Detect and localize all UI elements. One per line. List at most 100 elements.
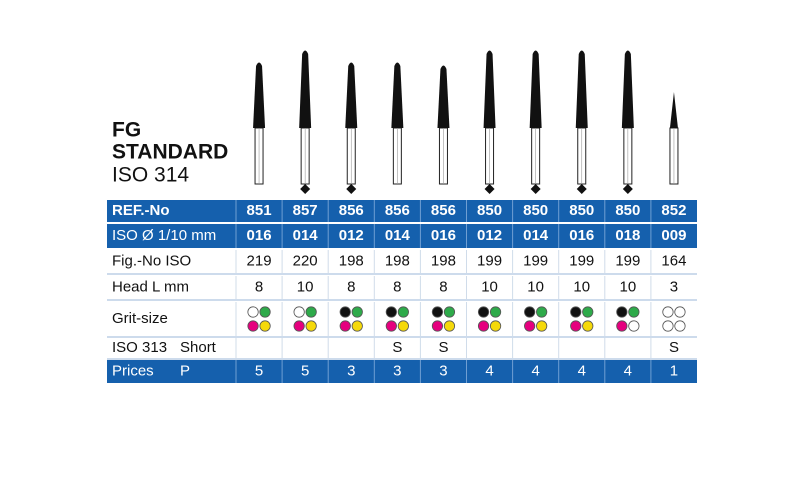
cell: 199: [477, 252, 502, 269]
title-line: FG: [112, 119, 141, 142]
grit-dot: [431, 306, 444, 318]
cell: 8: [393, 278, 401, 295]
grit-dot: [443, 306, 456, 318]
grit-dot: [674, 306, 686, 318]
title-line: ISO 314: [112, 164, 189, 187]
row-label: Fig.-No ISO: [112, 252, 191, 269]
grit-dot: [305, 306, 317, 318]
grit-dot: [662, 320, 674, 332]
marker-diamond: [530, 184, 541, 194]
cell: 10: [620, 278, 637, 295]
cell: 009: [661, 227, 686, 244]
grit-dot: [259, 320, 271, 332]
cell: 016: [569, 227, 594, 244]
bur-head: [437, 65, 450, 128]
row-band: [107, 360, 697, 383]
bur-head: [299, 50, 312, 128]
grit-dot: [489, 306, 502, 318]
cell: 199: [615, 252, 640, 269]
cell: 164: [661, 252, 686, 269]
grit-dot: [524, 306, 536, 318]
cell: 3: [439, 362, 447, 379]
cell: 8: [439, 278, 447, 295]
grit-dot: [385, 306, 397, 318]
bur-head: [253, 62, 266, 128]
cell: 1: [670, 362, 678, 379]
marker-diamond: [346, 184, 357, 194]
cell: 5: [255, 362, 263, 379]
grit-dot: [536, 320, 548, 332]
marker-diamond: [484, 184, 495, 194]
cell: 198: [385, 252, 410, 269]
bur-head: [575, 50, 588, 128]
row-band: [107, 224, 697, 248]
cell: 856: [339, 202, 364, 219]
cell: 4: [578, 362, 586, 379]
bur-head: [621, 50, 634, 128]
grit-dot: [628, 306, 640, 318]
grit-dot: [247, 306, 259, 318]
row-label: ISO 313: [112, 339, 167, 356]
marker-diamond: [576, 184, 587, 194]
grit-dot: [293, 320, 305, 332]
grit-dot: [397, 320, 409, 332]
marker-diamond: [300, 184, 311, 194]
grit-dot: [570, 306, 582, 318]
grit-dot: [489, 320, 502, 332]
row-label: REF.-No: [112, 202, 170, 219]
bur-head: [345, 62, 358, 128]
cell: S: [438, 339, 448, 356]
cell: 3: [393, 362, 401, 379]
grit-dot: [616, 320, 628, 332]
cell: 014: [385, 227, 411, 244]
cell: 5: [301, 362, 309, 379]
cell: 016: [247, 227, 272, 244]
cell: 012: [339, 227, 364, 244]
cell: 198: [431, 252, 456, 269]
cell: 4: [531, 362, 539, 379]
bur-head: [483, 50, 496, 128]
cell: 8: [347, 278, 355, 295]
cell: 219: [247, 252, 272, 269]
grit-dot: [582, 306, 594, 318]
cell: S: [669, 339, 679, 356]
cell: 850: [569, 202, 594, 219]
row-band: [107, 200, 697, 222]
cell: 856: [431, 202, 456, 219]
cell: 014: [523, 227, 549, 244]
grit-dot: [431, 320, 444, 332]
bur-head: [529, 50, 542, 128]
row-label: Short: [180, 339, 217, 356]
cell: 3: [670, 278, 678, 295]
grit-dot: [397, 306, 409, 318]
grit-dot: [443, 320, 456, 332]
cell: 850: [615, 202, 640, 219]
cell: 850: [523, 202, 548, 219]
grit-dot: [628, 320, 640, 332]
cell: 857: [293, 202, 318, 219]
cell: 014: [293, 227, 319, 244]
cell: 199: [523, 252, 548, 269]
grit-dot: [477, 320, 490, 332]
marker-diamond: [622, 184, 633, 194]
cell: 10: [481, 278, 498, 295]
grit-dot: [305, 320, 317, 332]
grit-dot: [536, 306, 548, 318]
cell: 10: [297, 278, 314, 295]
cell: 856: [385, 202, 410, 219]
grit-dot: [524, 320, 536, 332]
grit-dot: [570, 320, 582, 332]
grit-dot: [385, 320, 397, 332]
cell: 018: [615, 227, 640, 244]
row-label: P: [180, 362, 190, 379]
row-label: ISO Ø 1/10 mm: [112, 227, 216, 244]
cell: 8: [255, 278, 263, 295]
cell: 850: [477, 202, 502, 219]
cell: 10: [527, 278, 544, 295]
cell: 851: [247, 202, 272, 219]
bur-head: [669, 92, 678, 128]
grit-dot: [674, 320, 686, 332]
cell: 3: [347, 362, 355, 379]
